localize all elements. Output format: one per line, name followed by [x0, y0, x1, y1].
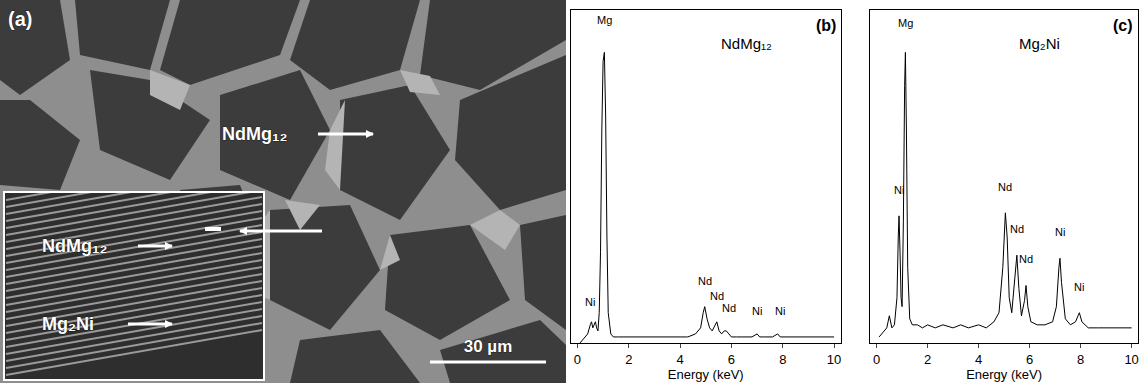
svg-text:Ni: Ni [1055, 226, 1065, 238]
svg-text:0: 0 [574, 352, 581, 367]
svg-text:(a): (a) [8, 8, 32, 30]
svg-text:6: 6 [1026, 352, 1033, 367]
svg-text:8: 8 [1077, 352, 1084, 367]
svg-text:Nd: Nd [722, 302, 736, 314]
svg-text:(c): (c) [1113, 17, 1133, 34]
svg-text:Nd: Nd [1010, 223, 1024, 235]
svg-text:6: 6 [728, 352, 735, 367]
svg-text:8: 8 [779, 352, 786, 367]
svg-text:Energy (keV): Energy (keV) [668, 367, 744, 382]
svg-text:Ni: Ni [894, 184, 904, 196]
svg-text:0: 0 [873, 352, 880, 367]
svg-text:Nd: Nd [1019, 253, 1033, 265]
svg-text:Mg₂Ni: Mg₂Ni [1019, 35, 1060, 52]
svg-text:Ni: Ni [1074, 281, 1084, 293]
svg-text:NdMg₁₂: NdMg₁₂ [721, 35, 772, 52]
svg-text:10: 10 [1124, 352, 1138, 367]
svg-text:2: 2 [625, 352, 632, 367]
svg-text:4: 4 [676, 352, 683, 367]
svg-text:Mg₂Ni: Mg₂Ni [42, 314, 94, 334]
svg-text:Ni: Ni [585, 296, 595, 308]
svg-text:Nd: Nd [698, 275, 712, 287]
svg-text:4: 4 [975, 352, 982, 367]
svg-text:Mg: Mg [898, 17, 913, 29]
svg-text:30 µm: 30 µm [464, 337, 513, 356]
svg-text:Nd: Nd [998, 181, 1012, 193]
svg-text:NdMg₁₂: NdMg₁₂ [222, 124, 287, 144]
svg-text:Nd: Nd [710, 290, 724, 302]
svg-text:(b): (b) [816, 17, 836, 34]
svg-text:Ni: Ni [775, 305, 785, 317]
svg-text:Mg: Mg [597, 14, 612, 26]
svg-text:Ni: Ni [752, 305, 762, 317]
svg-text:2: 2 [924, 352, 931, 367]
svg-text:10: 10 [827, 352, 841, 367]
svg-text:NdMg₁₂: NdMg₁₂ [42, 236, 107, 256]
svg-text:Energy (keV): Energy (keV) [966, 367, 1042, 382]
